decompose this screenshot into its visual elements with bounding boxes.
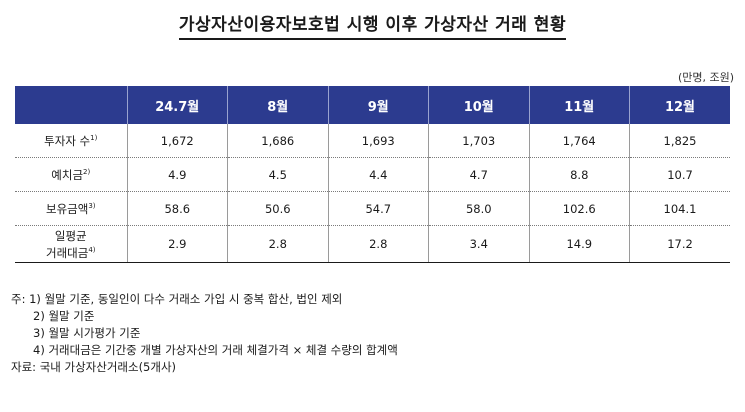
column-header-nov: 11월: [528, 86, 630, 124]
footnote-marker: 4): [88, 245, 96, 254]
table-cell: 54.7: [327, 191, 429, 226]
footnotes: 주: 1) 월말 기준, 동일인이 다수 거래소 가입 시 중복 합산, 법인 …: [11, 291, 398, 376]
table-cell: 58.0: [428, 191, 529, 226]
table-row-deposits: 예치금2) 4.9 4.5 4.4 4.7 8.8 10.7: [15, 157, 730, 192]
source-note: 자료: 국내 가상자산거래소(5개사): [11, 360, 177, 374]
column-header-aug: 8월: [227, 86, 328, 124]
table-cell: 1,686: [227, 124, 328, 158]
column-header-sep: 9월: [327, 86, 429, 124]
page-title: 가상자산이용자보호법 시행 이후 가상자산 거래 현황: [0, 10, 745, 40]
table-cell: 17.2: [629, 225, 730, 263]
table-cell: 14.9: [528, 225, 630, 263]
table-cell: 4.9: [126, 157, 228, 192]
table-cell: 4.5: [227, 157, 328, 192]
row-label: 예치금: [51, 167, 84, 182]
table-cell: 1,764: [528, 124, 630, 158]
footnote-4: 4) 거래대금은 기간중 개별 가상자산의 거래 체결가격 × 체결 수량의 합…: [33, 343, 398, 357]
row-label: 보유금액: [45, 201, 89, 216]
column-header-dec: 12월: [629, 86, 730, 124]
table-cell: 2.8: [327, 225, 429, 263]
table-cell: 104.1: [629, 191, 730, 226]
unit-label: (만명, 조원): [677, 71, 734, 84]
table-cell: 4.7: [428, 157, 529, 192]
column-header-oct: 10월: [428, 86, 529, 124]
footnote-3: 3) 월말 시가평가 기준: [33, 326, 141, 340]
table-row-holdings: 보유금액3) 58.6 50.6 54.7 58.0 102.6 104.1: [15, 191, 730, 226]
row-label: 투자자 수: [44, 133, 91, 148]
column-header-jul: 24.7월: [126, 86, 228, 124]
table-cell: 1,703: [428, 124, 529, 158]
table-cell: 2.8: [227, 225, 328, 263]
footnote-2: 2) 월말 기준: [33, 309, 95, 323]
footnote-marker: 2): [83, 167, 91, 176]
table-cell: 50.6: [227, 191, 328, 226]
table-cell: 1,693: [327, 124, 429, 158]
table-cell: 3.4: [428, 225, 529, 263]
row-header: 예치금2): [15, 157, 127, 192]
footnote-marker: 3): [88, 201, 96, 210]
table-cell: 1,672: [126, 124, 228, 158]
column-header-blank: [15, 86, 127, 124]
title-text: 가상자산이용자보호법 시행 이후 가상자산 거래 현황: [178, 10, 567, 40]
table-row-investors: 투자자 수1) 1,672 1,686 1,693 1,703 1,764 1,…: [15, 124, 730, 158]
row-header: 보유금액3): [15, 191, 127, 226]
row-label: 일평균: [54, 228, 87, 243]
table-cell: 2.9: [126, 225, 228, 263]
table-cell: 58.6: [126, 191, 228, 226]
table-cell: 1,825: [629, 124, 730, 158]
header-row: 24.7월 8월 9월 10월 11월 12월: [15, 86, 730, 124]
data-table: 24.7월 8월 9월 10월 11월 12월 투자자 수1) 1,672 1,…: [15, 86, 730, 263]
table-cell: 102.6: [528, 191, 630, 226]
table-cell: 10.7: [629, 157, 730, 192]
table-cell: 4.4: [327, 157, 429, 192]
table-cell: 8.8: [528, 157, 630, 192]
row-header: 투자자 수1): [15, 124, 127, 158]
footnote-1: 주: 1) 월말 기준, 동일인이 다수 거래소 가입 시 중복 합산, 법인 …: [11, 292, 343, 306]
row-label-line2: 거래대금: [45, 245, 89, 260]
footnote-marker: 1): [90, 133, 98, 142]
